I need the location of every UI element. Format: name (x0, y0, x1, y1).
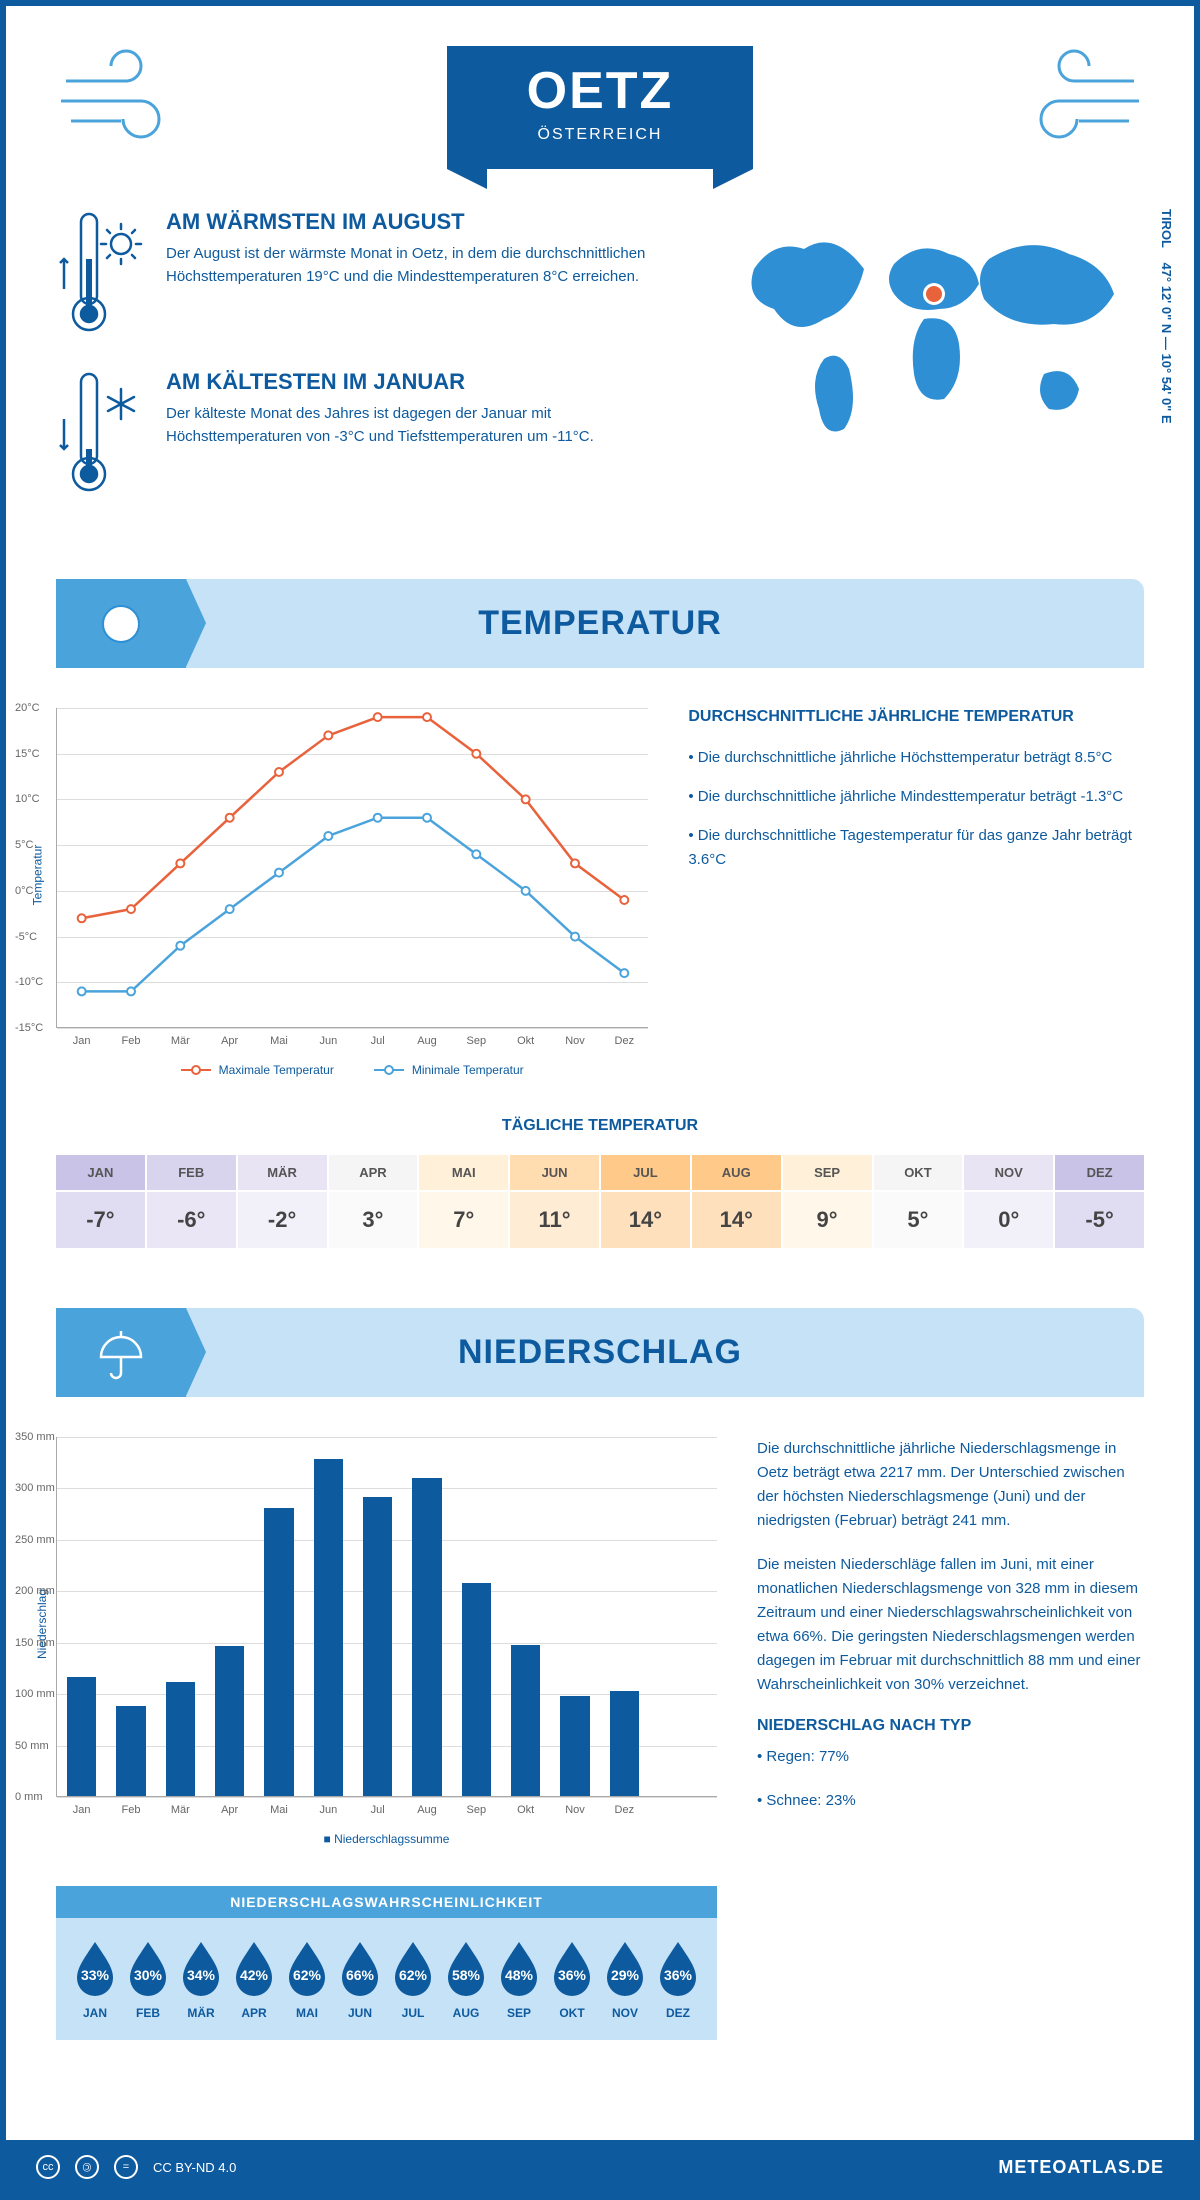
coldest-text: Der kälteste Monat des Jahres ist dagege… (166, 403, 684, 448)
warmest-text: Der August ist der wärmste Monat in Oetz… (166, 243, 684, 288)
daily-temp-table: JANFEBMÄRAPRMAIJUNJULAUGSEPOKTNOVDEZ-7°-… (56, 1155, 1144, 1248)
world-map: TIROL 47° 12' 0" N — 10° 54' 0" E (724, 209, 1144, 529)
wind-icon-right (994, 46, 1144, 146)
precipitation-probability: NIEDERSCHLAGSWAHRSCHEINLICHKEIT 33%JAN30… (56, 1886, 717, 2040)
precipitation-bar-chart: Niederschlag 0 mm50 mm100 mm150 mm200 mm… (56, 1437, 717, 1846)
footer: cc 🄯 = CC BY-ND 4.0 METEOATLAS.DE (6, 2140, 1194, 2194)
cc-icon: cc (36, 2155, 60, 2179)
site-name: METEOATLAS.DE (998, 2157, 1164, 2178)
map-svg (724, 209, 1144, 449)
sun-icon (56, 579, 186, 668)
coldest-title: AM KÄLTESTEN IM JANUAR (166, 369, 684, 395)
header: OETZ ÖSTERREICH (56, 46, 1144, 169)
svg-text:36%: 36% (558, 1967, 587, 1983)
umbrella-icon (56, 1308, 186, 1397)
license-text: CC BY-ND 4.0 (153, 2160, 236, 2175)
svg-text:36%: 36% (664, 1967, 693, 1983)
svg-text:42%: 42% (240, 1967, 269, 1983)
city-name: OETZ (527, 61, 674, 121)
warmest-block: AM WÄRMSTEN IM AUGUST Der August ist der… (56, 209, 684, 339)
coordinates: TIROL 47° 12' 0" N — 10° 54' 0" E (1159, 209, 1174, 424)
temp-chart-legend: .legend-line[style*="e8623c"]::after{bor… (56, 1063, 648, 1077)
precip-section-title: NIEDERSCHLAG (56, 1308, 1144, 1397)
svg-text:30%: 30% (134, 1967, 163, 1983)
precip-info-text: Die durchschnittliche jährliche Niedersc… (757, 1437, 1144, 2100)
wind-icon-left (56, 46, 206, 146)
intro-section: AM WÄRMSTEN IM AUGUST Der August ist der… (56, 209, 1144, 529)
warmest-title: AM WÄRMSTEN IM AUGUST (166, 209, 684, 235)
temp-info-text: DURCHSCHNITTLICHE JÄHRLICHE TEMPERATUR •… (688, 708, 1144, 1077)
temp-section-title: TEMPERATUR (56, 579, 1144, 668)
svg-text:48%: 48% (505, 1967, 534, 1983)
svg-text:62%: 62% (293, 1967, 322, 1983)
nd-icon: = (114, 2155, 138, 2179)
svg-text:62%: 62% (399, 1967, 428, 1983)
title-banner: OETZ ÖSTERREICH (447, 46, 754, 169)
svg-text:66%: 66% (346, 1967, 375, 1983)
thermometer-hot-icon (56, 209, 146, 339)
svg-text:58%: 58% (452, 1967, 481, 1983)
svg-text:33%: 33% (81, 1967, 110, 1983)
temperature-line-chart: Temperatur -15°C-10°C-5°C0°C5°C10°C15°C2… (56, 708, 648, 1077)
by-icon: 🄯 (75, 2155, 99, 2179)
svg-text:29%: 29% (611, 1967, 640, 1983)
country-name: ÖSTERREICH (527, 126, 674, 144)
svg-text:34%: 34% (187, 1967, 216, 1983)
daily-temp-title: TÄGLICHE TEMPERATUR (56, 1117, 1144, 1135)
coldest-block: AM KÄLTESTEN IM JANUAR Der kälteste Mona… (56, 369, 684, 499)
thermometer-cold-icon (56, 369, 146, 499)
